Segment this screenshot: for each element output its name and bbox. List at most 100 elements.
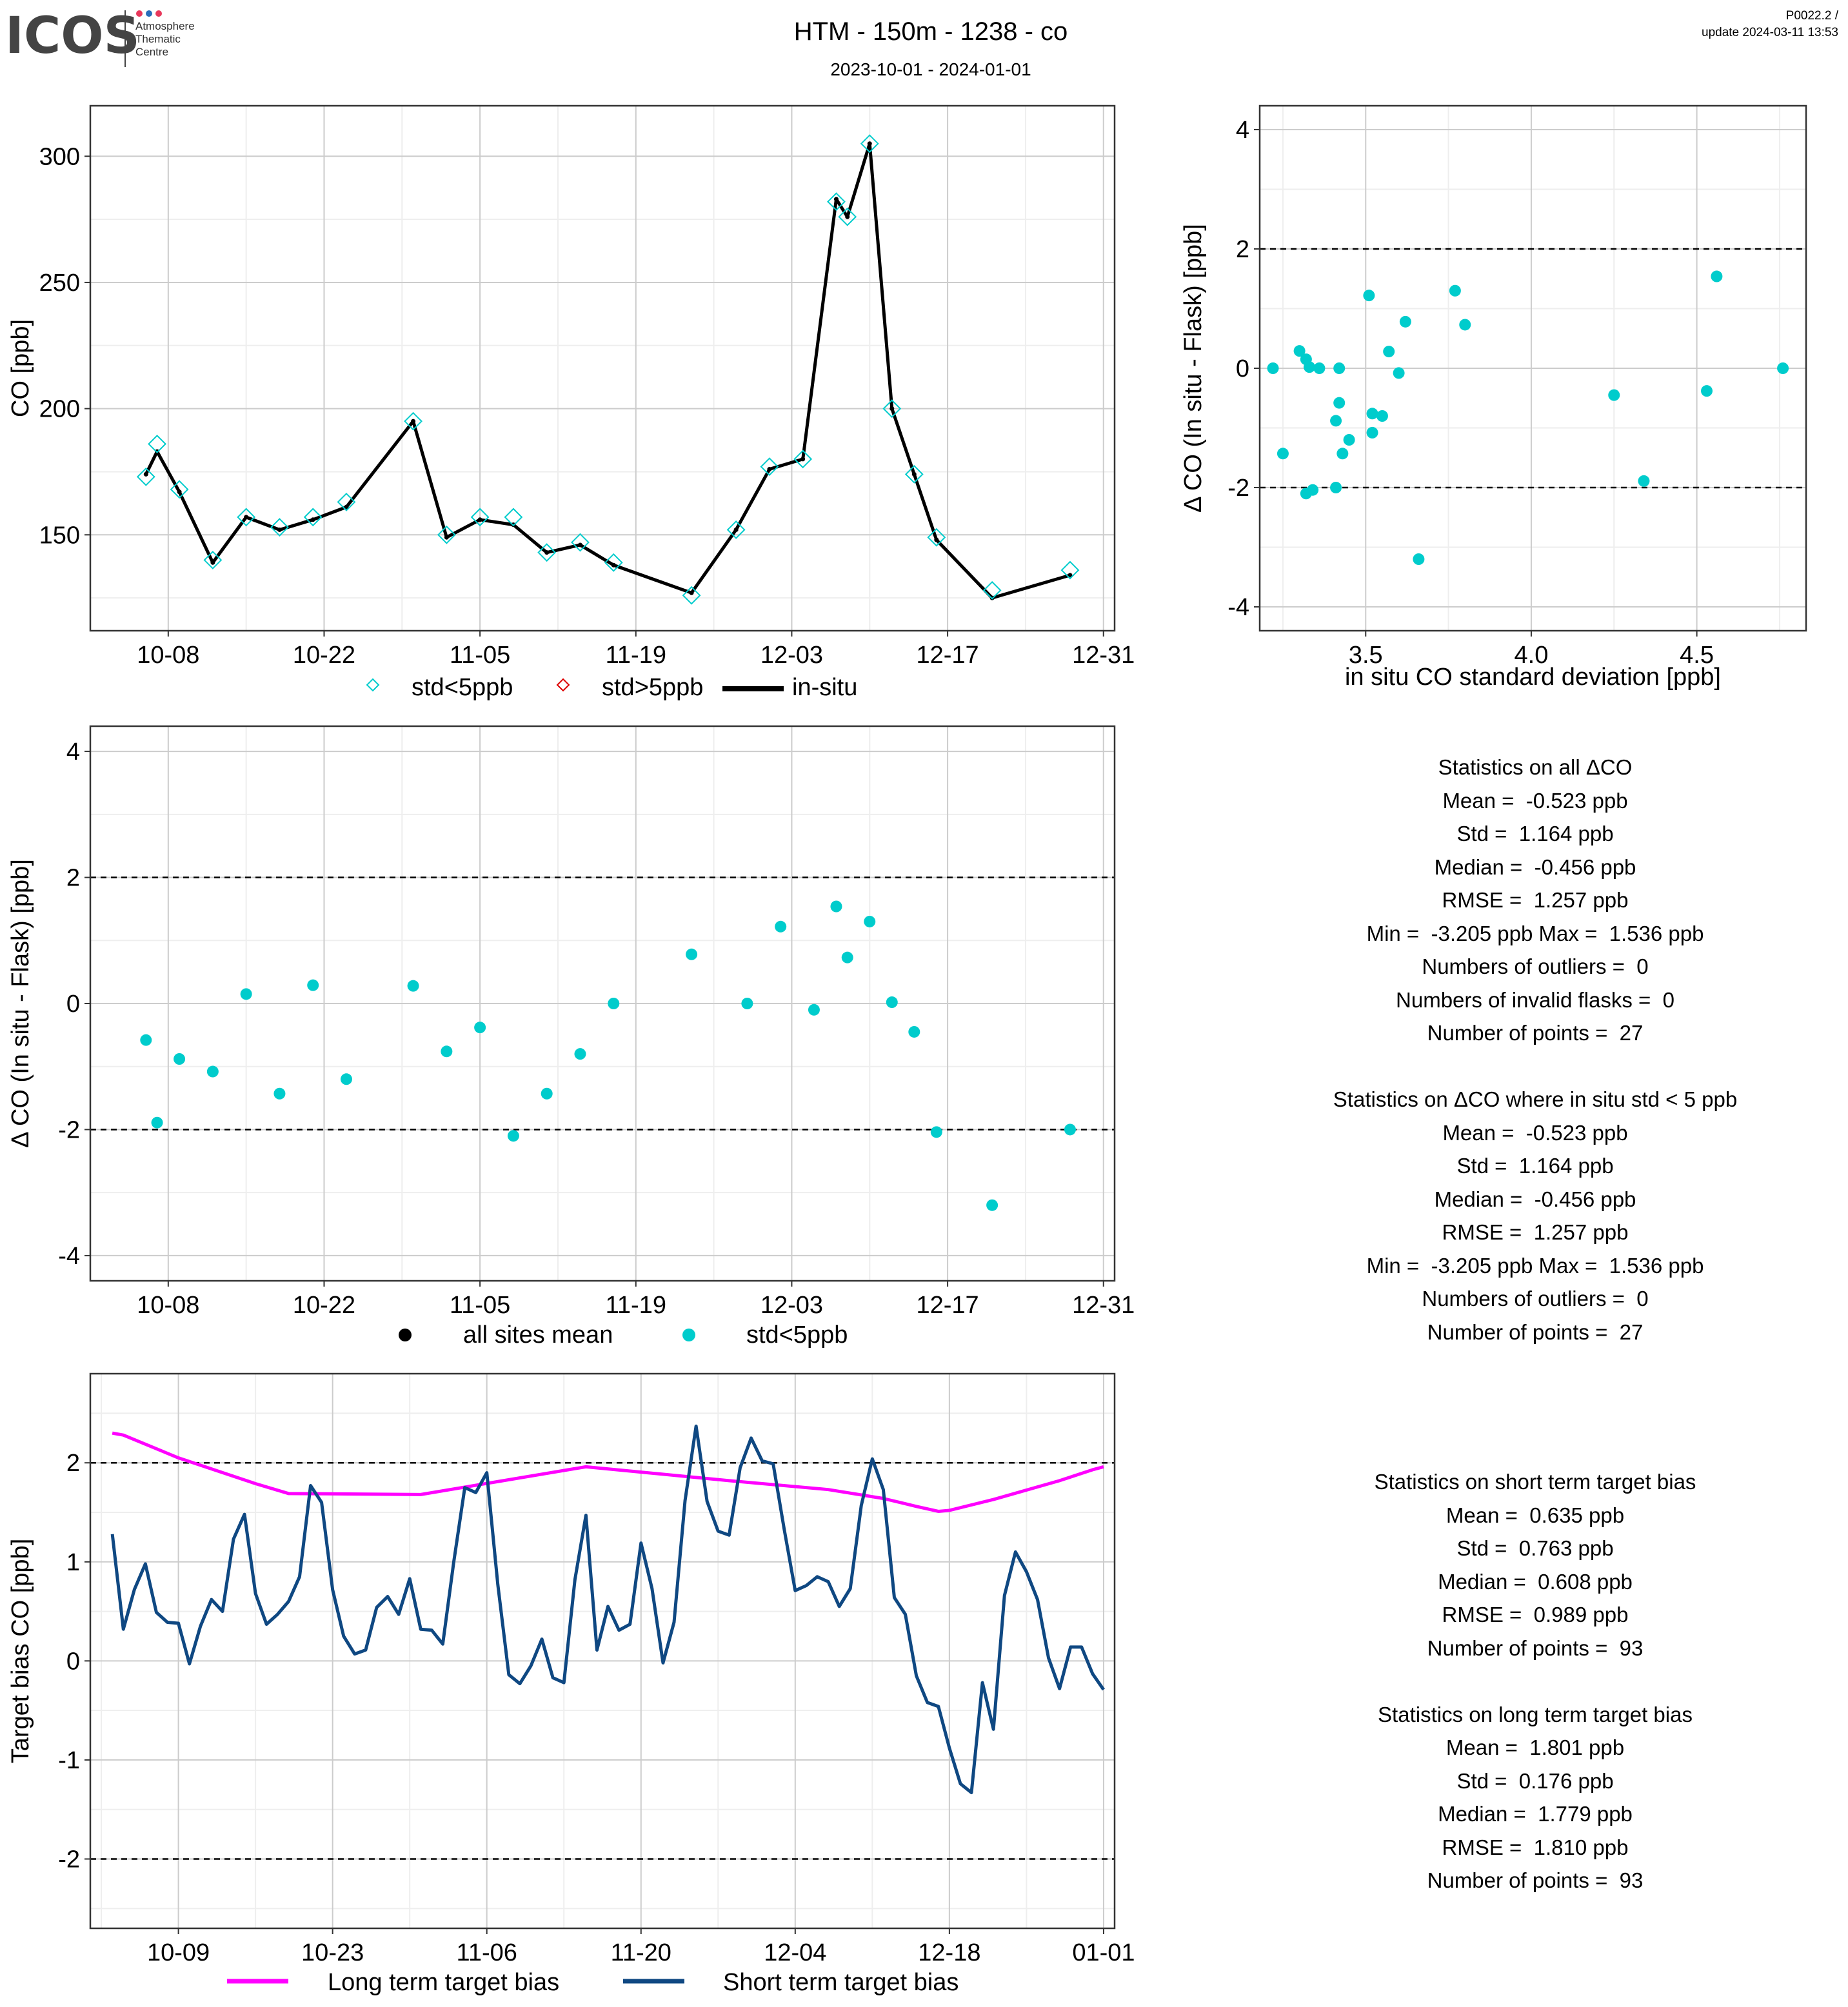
data-point	[1393, 367, 1405, 379]
x-tick-label: 10-23	[301, 1939, 364, 1966]
data-diamond-marker	[927, 528, 946, 547]
data-diamond-marker	[237, 508, 256, 527]
stats-line: Std = 0.763 ppb	[1456, 1536, 1614, 1560]
data-point	[1608, 389, 1620, 401]
data-point	[886, 996, 898, 1009]
plot-frame	[89, 1372, 1116, 1930]
x-axis-label: in situ CO standard deviation [ppb]	[1345, 664, 1721, 691]
y-tick-label: -2	[58, 1846, 80, 1874]
stats-line: Mean = -0.523 ppb	[1442, 788, 1628, 813]
legend-label: Short term target bias	[723, 1969, 959, 1996]
data-point	[1366, 408, 1378, 420]
y-tick-label: 2	[66, 865, 80, 892]
data-diamond-marker	[604, 553, 623, 572]
data-point	[1449, 284, 1461, 297]
stats-line: RMSE = 1.810 ppb	[1442, 1835, 1629, 1859]
data-point	[1777, 362, 1789, 374]
data-diamond-marker	[882, 399, 902, 419]
version-label: P0022.2 /	[1786, 9, 1839, 23]
logo-sub-line: Atmosphere	[135, 20, 195, 32]
stats-line: Median = 0.608 ppb	[1438, 1569, 1633, 1594]
logo-sub-line: Centre	[135, 46, 168, 58]
data-point	[741, 998, 753, 1009]
x-tick-label: 4.0	[1515, 642, 1549, 669]
data-diamond-marker	[303, 508, 323, 527]
legend-label: all sites mean	[463, 1321, 613, 1349]
data-diamond-marker	[982, 580, 1002, 600]
data-point	[1313, 362, 1326, 374]
series-point	[444, 535, 449, 540]
stats-line: Std = 1.164 ppb	[1456, 1154, 1614, 1178]
stats-line: Statistics on all ΔCO	[1438, 755, 1633, 779]
series-point	[143, 471, 148, 477]
data-point	[808, 1004, 820, 1016]
chart-title: HTM - 150m - 1238 - co	[794, 17, 1068, 46]
data-point	[541, 1087, 553, 1100]
data-point	[686, 948, 698, 960]
series-point	[1068, 573, 1073, 578]
x-tick-label: 11-05	[450, 642, 510, 669]
series-point	[277, 527, 282, 532]
series-point	[244, 515, 249, 520]
data-point	[1413, 553, 1425, 565]
x-tick-label: 12-04	[764, 1939, 826, 1966]
legend-diamond-red-icon	[556, 678, 570, 692]
stats-spacer	[1261, 1665, 1809, 1698]
stats-panel-delta: Statistics on all ΔCO Mean = -0.523 ppb St…	[1261, 751, 1809, 1349]
series-point	[733, 527, 739, 532]
data-point	[174, 1053, 186, 1065]
x-tick-label: 12-03	[760, 1292, 823, 1319]
y-axis-label: Δ CO (In situ - Flask) [ppb]	[7, 859, 34, 1148]
y-tick-label: -1	[58, 1747, 80, 1774]
data-point	[1376, 410, 1388, 422]
y-tick-label: 150	[39, 522, 80, 549]
data-point	[1383, 346, 1395, 358]
y-tick-label: 0	[1236, 355, 1249, 382]
stats-line: RMSE = 0.989 ppb	[1442, 1603, 1629, 1626]
data-diamond-marker	[470, 508, 490, 527]
data-point	[1711, 270, 1723, 282]
series-point	[177, 489, 182, 495]
x-tick-label: 10-22	[293, 1292, 355, 1319]
data-diamond-marker	[537, 543, 557, 562]
data-diamond-marker	[682, 586, 701, 605]
data-point	[1330, 482, 1342, 493]
data-point	[1330, 415, 1342, 427]
y-tick-label: -2	[1227, 475, 1249, 502]
series-point	[845, 214, 850, 219]
stats-line: RMSE = 1.257 ppb	[1442, 888, 1629, 912]
data-point	[1336, 448, 1349, 460]
stats-line: RMSE = 1.257 ppb	[1442, 1220, 1629, 1244]
series-point	[800, 457, 806, 462]
target-bias-panel: -2 -1 0 1 2 10-09 10-23 11-06 11-20 12-04 12-18 01-…	[7, 1372, 1135, 1966]
x-tick-label: 10-08	[137, 642, 199, 669]
co-timeseries-panel: 150 200 250 300 10-08 10-22 11-05 11-19 12-03 12-…	[7, 104, 1135, 669]
series-point	[889, 406, 895, 411]
legend-label: std>5ppb	[602, 674, 703, 701]
stats-line: Std = 0.176 ppb	[1456, 1768, 1614, 1793]
legend-label: in-situ	[792, 674, 857, 701]
y-axis-label: Target bias CO [ppb]	[7, 1539, 34, 1764]
series-point	[867, 141, 872, 146]
series-point	[934, 537, 939, 542]
y-axis-label: Δ CO (In situ - Flask) [ppb]	[1180, 224, 1207, 513]
legend-top: std<5ppb std>5ppb in-situ	[366, 674, 857, 701]
y-tick-label: 2	[66, 1450, 80, 1477]
stats-line: Min = -3.205 ppb Max = 1.536 ppb	[1366, 921, 1704, 945]
plot-frame	[1258, 104, 1807, 632]
chart-subtitle: 2023-10-01 - 2024-01-01	[830, 59, 1031, 79]
delta-timeseries-panel: -4 -2 0 2 4 10-08 10-22 11-05 11-19 12-03 12-17 12-…	[7, 725, 1135, 1319]
x-tick-label: 12-18	[918, 1939, 980, 1966]
stats-line: Statistics on short term target bias	[1374, 1470, 1696, 1494]
data-point	[908, 1025, 920, 1038]
y-tick-label: 0	[66, 991, 80, 1018]
y-tick-label: 250	[39, 270, 80, 297]
series-point	[344, 504, 349, 509]
stats-line: Mean = -0.523 ppb	[1442, 1120, 1628, 1145]
y-axis-label: CO [ppb]	[7, 319, 34, 417]
data-point	[1267, 362, 1279, 374]
data-point	[307, 979, 319, 991]
legend-label: std<5ppb	[746, 1321, 848, 1349]
series-point	[310, 517, 315, 522]
data-diamond-marker	[437, 525, 456, 544]
